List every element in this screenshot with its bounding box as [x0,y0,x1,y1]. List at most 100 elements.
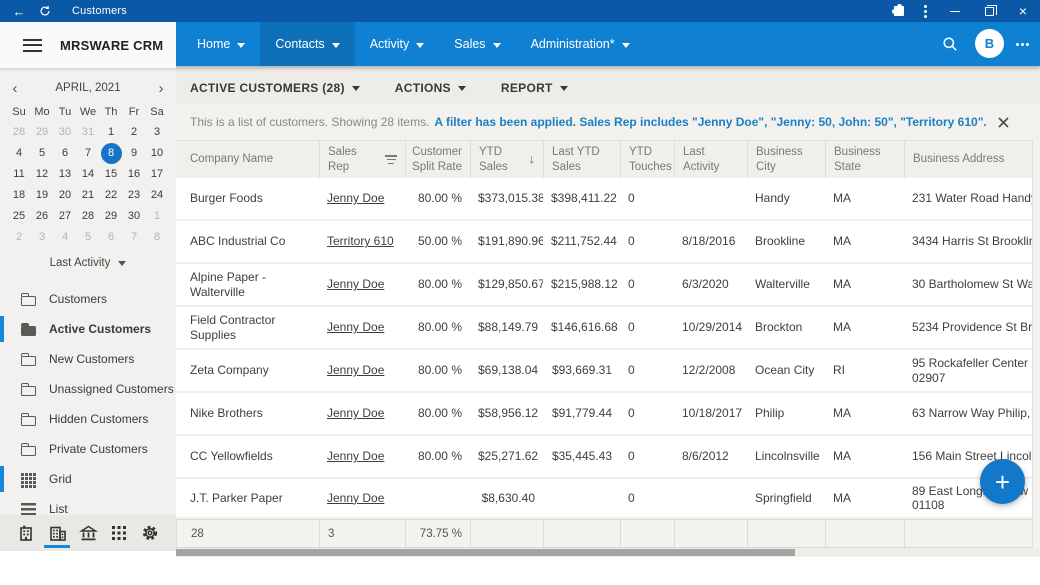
table-row[interactable]: Burger Foods Jenny Doe 80.00 % $373,015.… [176,178,1040,221]
nav-menu-item[interactable]: Activity [355,22,440,66]
calendar-day[interactable]: 30 [127,210,141,222]
sales-rep-link[interactable]: Jenny Doe [327,449,385,464]
calendar-day[interactable]: 23 [127,189,141,201]
settings-button[interactable] [136,516,164,550]
more-options-button[interactable] [1012,37,1032,51]
calendar-day[interactable]: 25 [12,210,26,222]
add-customer-button[interactable]: + [980,459,1025,504]
calendar-day[interactable]: 9 [130,147,138,159]
hamburger-menu-button[interactable] [23,38,42,52]
calendar-day[interactable]: 4 [15,147,23,159]
column-header-company-name[interactable]: Company Name [190,153,274,166]
calendar-day[interactable]: 3 [38,231,46,243]
nav-menu-item[interactable]: Home [182,22,260,66]
sales-rep-link[interactable]: Jenny Doe [327,277,385,292]
calendar-day[interactable]: 28 [81,210,95,222]
sidebar-item[interactable]: Grid [0,464,176,494]
calendar-day[interactable]: 6 [61,147,69,159]
sidebar-item[interactable]: Customers [0,284,176,314]
table-row[interactable]: Alpine Paper - Walterville Jenny Doe 80.… [176,264,1040,307]
calendar-day[interactable]: 18 [12,189,26,201]
calendar-day[interactable]: 11 [13,168,25,180]
calendar-day[interactable]: 8 [100,143,122,164]
calendar-day[interactable]: 16 [127,168,141,180]
table-row[interactable]: Nike Brothers Jenny Doe 80.00 % $58,956.… [176,393,1040,436]
column-header-business-address[interactable]: Business Address [904,141,1040,178]
calendar-day[interactable]: 27 [58,210,72,222]
column-header-last-activity[interactable]: Last Activity [674,141,747,178]
calendar-day[interactable]: 10 [150,147,164,159]
column-header-business-city[interactable]: Business City [747,141,825,178]
calendar-day[interactable]: 26 [35,210,49,222]
back-button[interactable]: ← [6,0,32,22]
minimize-button[interactable] [938,0,972,22]
calendar-day[interactable]: 30 [58,126,72,138]
apps-module-button[interactable] [105,516,133,550]
calendar-day[interactable]: 17 [150,168,164,180]
nav-menu-item[interactable]: Administration* [516,22,645,66]
calendar-day[interactable]: 8 [153,231,161,243]
calendar-day[interactable]: 7 [84,147,92,159]
sales-rep-link[interactable]: Jenny Doe [327,490,385,505]
table-row[interactable]: Zeta Company Jenny Doe 80.00 % $69,138.0… [176,350,1040,393]
table-row[interactable]: J.T. Parker Paper Jenny Doe $8,630.40 0 … [176,479,1040,519]
calendar-day[interactable]: 12 [35,168,49,180]
calendar-day[interactable]: 28 [12,126,26,138]
vertical-scrollbar[interactable] [1032,140,1040,548]
sales-rep-link[interactable]: Jenny Doe [327,363,385,378]
calendar-day[interactable]: 22 [104,189,118,201]
calendar-day[interactable]: 24 [150,189,164,201]
clear-filter-button[interactable] [996,114,1012,130]
column-header-business-state[interactable]: Business State [825,141,904,178]
sidebar-item[interactable]: New Customers [0,344,176,374]
horizontal-scrollbar-thumb[interactable] [176,549,795,556]
calendar-next-button[interactable]: › [158,79,164,97]
calendar-day[interactable]: 4 [61,231,69,243]
column-header-ytd-touches[interactable]: YTD Touches [620,141,674,178]
column-header-sales-rep[interactable]: Sales Rep [319,141,405,178]
calendar-day[interactable]: 5 [38,147,46,159]
sales-rep-link[interactable]: Territory 610 [327,234,394,249]
calendar-prev-button[interactable]: ‹ [12,79,18,97]
calendar-day[interactable]: 5 [84,231,92,243]
calendar-day[interactable]: 20 [58,189,72,201]
calendar-day[interactable]: 7 [130,231,138,243]
calendar-day[interactable]: 21 [81,189,95,201]
extension-button[interactable] [886,0,912,22]
calendar-day[interactable]: 31 [81,126,95,138]
sidebar-item[interactable]: Private Customers [0,434,176,464]
sidebar-item[interactable]: Unassigned Customers [0,374,176,404]
collection-dropdown[interactable]: ACTIVE CUSTOMERS (28) [190,81,360,95]
sidebar-item[interactable]: Hidden Customers [0,404,176,434]
refresh-button[interactable] [32,0,58,22]
browser-menu-button[interactable] [912,0,938,22]
sidebar-item[interactable]: Active Customers [0,314,176,344]
company-module-button[interactable] [12,516,40,550]
search-button[interactable] [938,32,962,56]
calendar-day[interactable]: 29 [104,210,118,222]
close-button[interactable]: × [1006,0,1040,22]
nav-menu-item[interactable]: Contacts [260,22,355,66]
sidebar-item[interactable]: List [0,494,176,524]
calendar-day[interactable]: 6 [107,231,115,243]
horizontal-scrollbar[interactable] [176,548,1040,557]
column-header-last-ytd-sales[interactable]: Last YTD Sales [543,141,620,178]
calendar-day[interactable]: 14 [81,168,95,180]
institution-module-button[interactable] [74,516,102,550]
calendar-day[interactable]: 19 [35,189,49,201]
column-header-ytd-sales[interactable]: YTD Sales ↓ [470,141,543,178]
sales-rep-link[interactable]: Jenny Doe [327,191,385,206]
column-header-split-rate[interactable]: Customer Split Rate [405,141,470,178]
customers-module-button[interactable] [43,516,71,550]
avatar[interactable]: B [975,29,1004,58]
table-row[interactable]: ABC Industrial Co Territory 610 50.00 % … [176,221,1040,264]
filter-icon[interactable] [385,155,397,164]
calendar-day[interactable]: 2 [15,231,23,243]
restore-button[interactable] [972,0,1006,22]
table-row[interactable]: Field Contractor Supplies Jenny Doe 80.0… [176,307,1040,350]
calendar-day[interactable]: 2 [130,126,138,138]
sales-rep-link[interactable]: Jenny Doe [327,320,385,335]
calendar-day[interactable]: 1 [153,210,161,222]
calendar-day[interactable]: 15 [104,168,118,180]
report-dropdown[interactable]: REPORT [501,81,568,95]
